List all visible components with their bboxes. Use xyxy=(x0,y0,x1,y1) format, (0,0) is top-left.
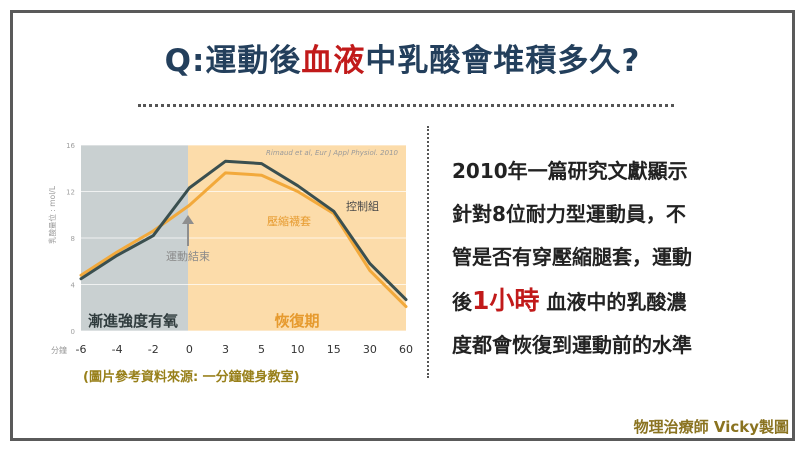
title-divider xyxy=(138,104,674,107)
x-tick-label: 3 xyxy=(222,343,229,356)
summary-line-2: 針對8位耐力型運動員，不 xyxy=(452,202,686,226)
study-summary: 2010年一篇研究文獻顯示 針對8位耐力型運動員，不 管是否有穿壓縮腿套，運動 … xyxy=(452,150,772,367)
y-tick-label: 4 xyxy=(71,282,76,290)
citation-text: Rimaud et al, Eur J Appl Physiol. 2010 xyxy=(266,149,399,157)
summary-line-5: 度都會恢復到運動前的水準 xyxy=(452,333,692,357)
x-tick-label: 0 xyxy=(186,343,193,356)
series-line-compression xyxy=(79,171,408,309)
summary-line-1: 2010年一篇研究文獻顯示 xyxy=(452,159,688,183)
x-tick-labels: -6 -4 -2 0 3 5 10 15 30 60 xyxy=(76,343,413,356)
y-tick-label: 0 xyxy=(71,328,75,336)
summary-line-4-post: 血液中的乳酸濃 xyxy=(539,290,687,314)
series-line-control xyxy=(79,159,408,302)
y-tick-label: 8 xyxy=(71,235,75,243)
summary-line-4: 後1小時 血液中的乳酸濃 xyxy=(452,279,772,324)
y-tick-label: 16 xyxy=(66,142,75,150)
x-tick-label: 10 xyxy=(291,343,305,356)
series-lines xyxy=(79,159,408,309)
x-tick-label: -2 xyxy=(148,343,159,356)
summary-line-3: 管是否有穿壓縮腿套，運動 xyxy=(452,245,692,269)
x-tick-label: 60 xyxy=(399,343,413,356)
x-tick-label: 5 xyxy=(258,343,265,356)
image-source-caption: (圖片參考資料來源: 一分鐘健身教室) xyxy=(83,370,300,385)
title-suffix: 中乳酸會堆積多久? xyxy=(365,43,641,79)
lactate-chart: 0 4 8 12 16 -6 -4 -2 0 3 5 10 15 30 60 乳酸量位 : mol/L 分… xyxy=(47,142,413,356)
summary-highlight: 1小時 xyxy=(472,286,540,315)
x-tick-label: 30 xyxy=(363,343,377,356)
x-tick-label: -6 xyxy=(76,343,87,356)
vertical-divider xyxy=(427,126,429,378)
author-credit: 物理治療師 Vicky製圖 xyxy=(633,418,789,436)
title-highlight: 血液 xyxy=(301,43,366,79)
region-label-exercise: 漸進強度有氧 xyxy=(88,312,178,330)
series-label-compression: 壓縮襪套 xyxy=(267,214,311,228)
title-prefix: Q:運動後 xyxy=(164,43,302,79)
annotation-label: 運動結束 xyxy=(166,249,210,263)
x-axis-label: 分鐘 xyxy=(51,345,67,355)
x-tick-label: 15 xyxy=(327,343,341,356)
region-label-recovery: 恢復期 xyxy=(274,312,319,330)
end-of-exercise-annotation: 運動結束 xyxy=(166,215,210,263)
y-tick-label: 12 xyxy=(66,189,75,197)
y-axis-label: 乳酸量位 : mol/L xyxy=(47,185,57,244)
summary-line-4-pre: 後 xyxy=(452,290,472,314)
page-title: Q:運動後血液中乳酸會堆積多久? xyxy=(0,35,805,80)
annotation-arrow-head xyxy=(182,215,194,224)
y-tick-labels: 0 4 8 12 16 xyxy=(66,142,75,336)
series-label-control: 控制組 xyxy=(346,199,379,213)
x-tick-label: -4 xyxy=(112,343,123,356)
